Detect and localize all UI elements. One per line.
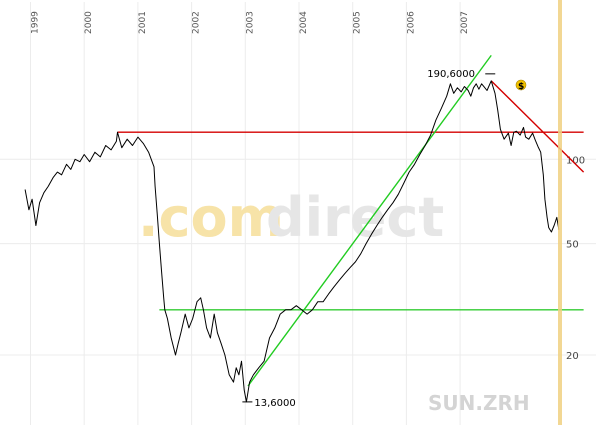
uptrend-line — [247, 54, 492, 387]
dividend-marker-icon — [515, 79, 527, 91]
watermark-com: .com — [138, 186, 284, 249]
year-tick-label: 2000 — [84, 11, 94, 34]
symbol-label: SUN.ZRH — [428, 391, 530, 415]
year-tick-label: 2004 — [299, 11, 309, 34]
year-tick-label: 2005 — [353, 11, 363, 34]
y-tick-label: 20 — [566, 351, 579, 362]
y-tick-label: 50 — [566, 240, 579, 251]
year-tick-label: 2003 — [245, 11, 255, 34]
annotations: 190,6000 13,6000 $ — [242, 69, 527, 409]
year-tick-label: 2001 — [138, 11, 148, 34]
y-tick-label: 100 — [566, 155, 585, 166]
trend-lines — [117, 54, 585, 387]
year-tick-label: 2002 — [192, 11, 202, 34]
low-value-label: 13,6000 — [254, 398, 295, 409]
price-line — [24, 80, 560, 403]
year-axis: 1999 2000 2001 2002 2003 2004 2005 2006 2007 — [31, 11, 471, 34]
current-date-marker — [558, 0, 562, 425]
dividend-marker-label: $ — [518, 82, 524, 92]
year-tick-label: 2007 — [460, 11, 470, 34]
downtrend-line — [490, 80, 585, 173]
price-series — [24, 80, 560, 403]
y-axis: 20 50 100 — [566, 155, 585, 362]
year-tick-label: 1999 — [31, 11, 41, 34]
watermark-direct: direct — [266, 186, 444, 249]
year-tick-label: 2006 — [406, 11, 416, 34]
high-value-label: 190,6000 — [427, 69, 475, 80]
